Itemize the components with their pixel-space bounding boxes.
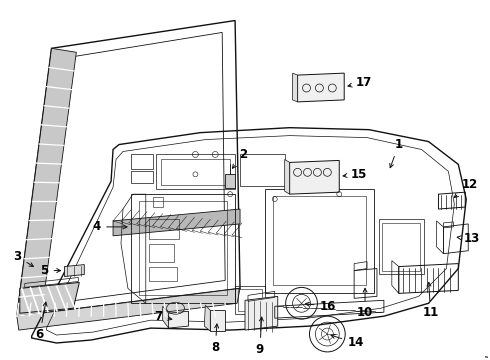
Bar <box>235 287 265 314</box>
Bar <box>131 154 153 169</box>
Text: 9: 9 <box>256 317 264 356</box>
Bar <box>382 223 419 271</box>
Bar <box>240 154 285 186</box>
Text: 13: 13 <box>457 232 480 245</box>
Bar <box>238 289 262 311</box>
Text: 4: 4 <box>93 220 127 233</box>
Polygon shape <box>297 73 344 102</box>
Bar <box>149 244 173 262</box>
Text: 11: 11 <box>422 282 439 319</box>
Text: 16: 16 <box>305 300 336 313</box>
Bar <box>156 154 235 189</box>
Bar <box>161 159 230 185</box>
Polygon shape <box>65 265 84 276</box>
Polygon shape <box>285 159 290 194</box>
Polygon shape <box>210 310 225 331</box>
Polygon shape <box>290 161 339 194</box>
Polygon shape <box>20 283 79 313</box>
Text: 7: 7 <box>154 310 172 323</box>
Bar <box>379 219 423 274</box>
Polygon shape <box>293 73 297 102</box>
Text: 1: 1 <box>390 138 403 168</box>
Text: 5: 5 <box>40 264 61 277</box>
Text: 12: 12 <box>454 178 478 198</box>
Polygon shape <box>17 288 240 330</box>
Polygon shape <box>163 306 169 328</box>
Text: 3: 3 <box>14 250 33 266</box>
Text: 2: 2 <box>232 148 247 168</box>
Polygon shape <box>17 48 76 316</box>
Text: 14: 14 <box>331 334 364 350</box>
Bar <box>225 174 235 188</box>
Text: 17: 17 <box>348 76 372 89</box>
Polygon shape <box>169 311 189 328</box>
Bar <box>149 219 178 239</box>
Text: 10: 10 <box>357 288 373 319</box>
Text: 8: 8 <box>211 324 220 354</box>
Polygon shape <box>113 209 240 236</box>
Polygon shape <box>245 296 278 330</box>
Text: 6: 6 <box>35 302 47 341</box>
Bar <box>131 171 153 183</box>
Text: 15: 15 <box>343 168 368 181</box>
Polygon shape <box>204 305 210 331</box>
Bar <box>149 267 176 282</box>
